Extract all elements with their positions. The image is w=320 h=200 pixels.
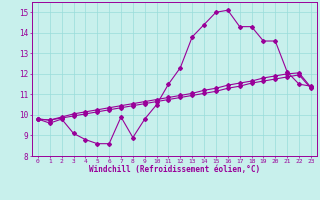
X-axis label: Windchill (Refroidissement éolien,°C): Windchill (Refroidissement éolien,°C): [89, 165, 260, 174]
